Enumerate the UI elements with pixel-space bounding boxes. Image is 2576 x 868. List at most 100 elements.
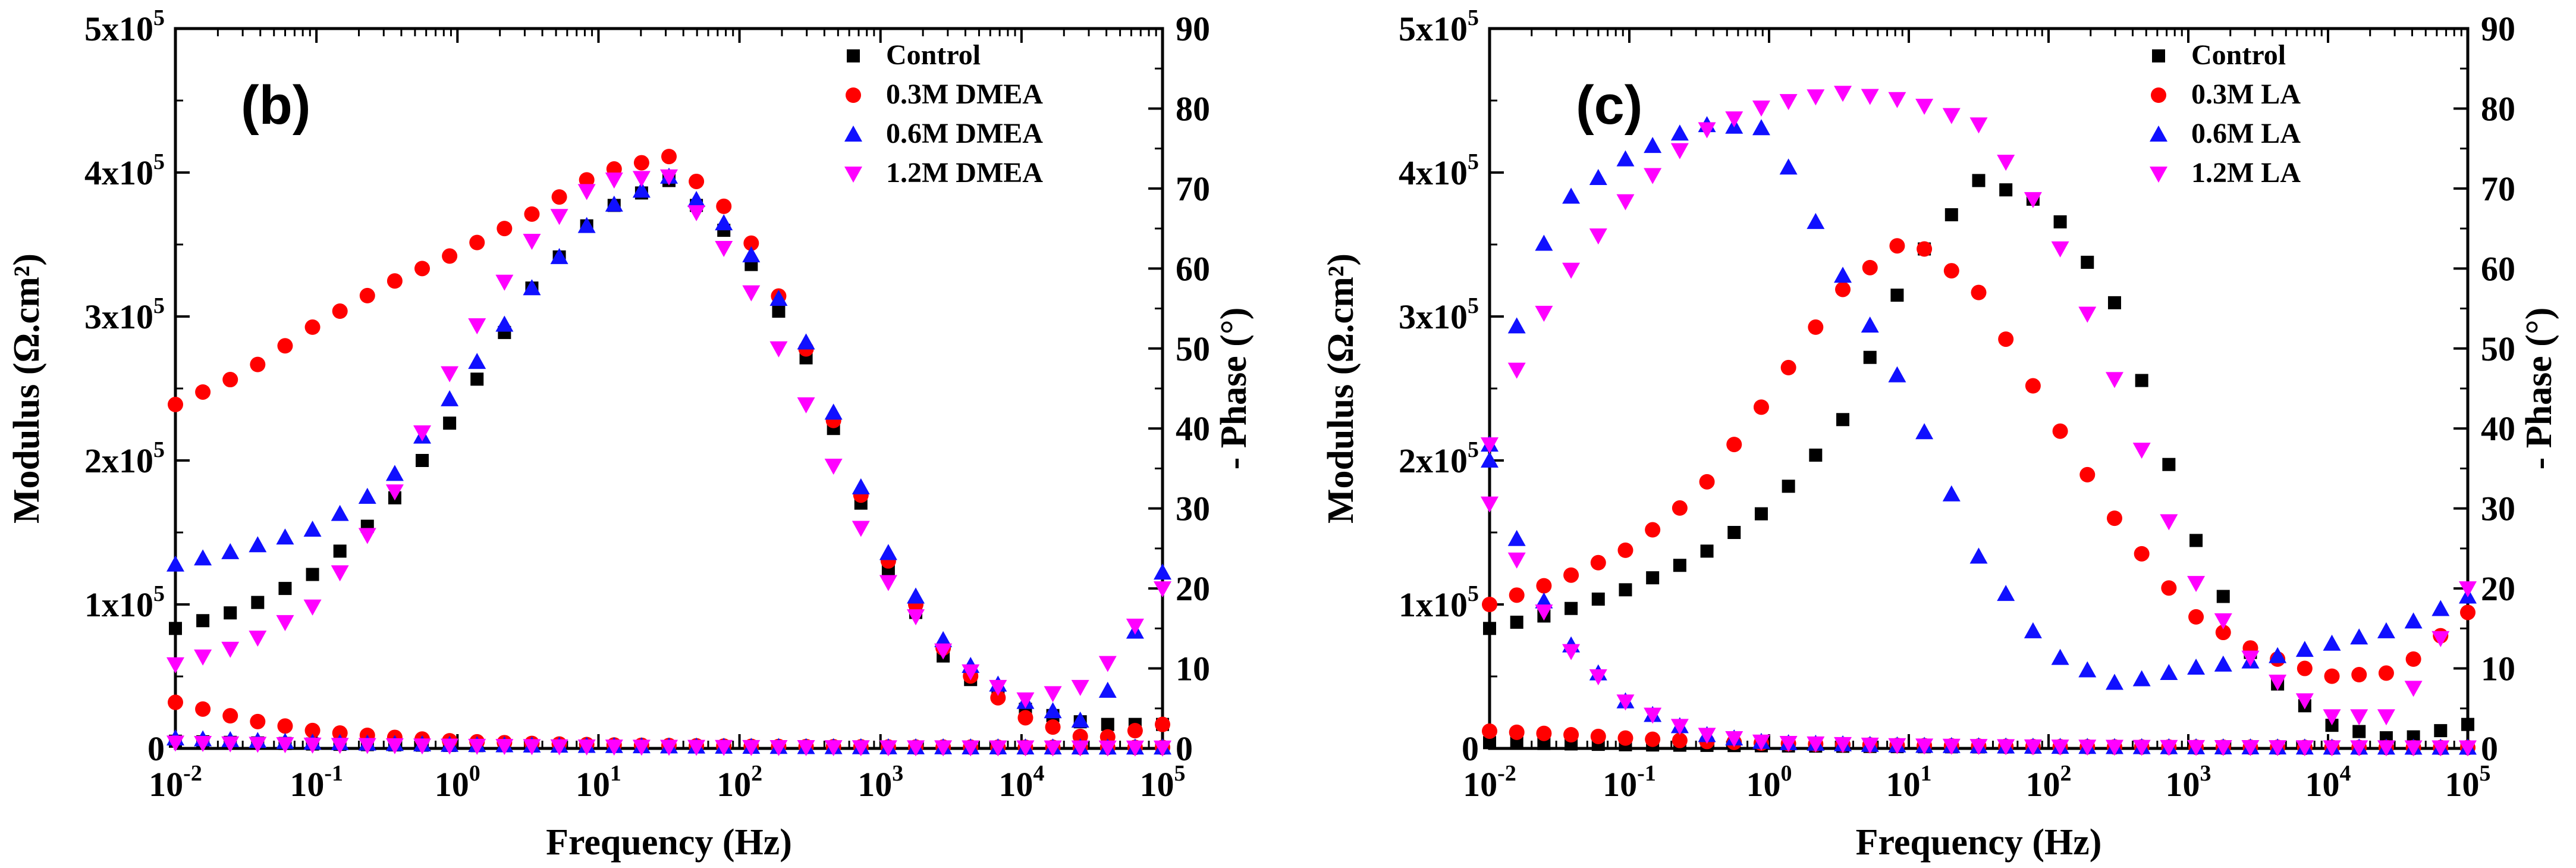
phase-point bbox=[2461, 717, 2474, 731]
modulus-point bbox=[660, 739, 678, 756]
y-right-tick-label: 60 bbox=[1176, 249, 1210, 288]
modulus-point bbox=[852, 740, 870, 757]
y-right-tick-label: 20 bbox=[1176, 569, 1210, 608]
phase-point bbox=[385, 465, 404, 481]
modulus-point bbox=[195, 701, 211, 717]
phase-point bbox=[1072, 728, 1088, 744]
phase-point bbox=[577, 217, 596, 233]
y-left-tick-label: 3x105 bbox=[84, 293, 165, 336]
phase-point bbox=[1863, 350, 1877, 364]
modulus-point bbox=[1126, 740, 1144, 757]
y-right-tick-label: 90 bbox=[2481, 10, 2515, 48]
phase-point bbox=[2405, 651, 2421, 667]
modulus-point bbox=[1016, 740, 1035, 757]
phase-point bbox=[2132, 670, 2151, 687]
phase-point bbox=[577, 184, 596, 200]
phase-point bbox=[1507, 362, 1526, 379]
phase-point bbox=[1726, 437, 1742, 453]
phase-point bbox=[1972, 174, 1986, 187]
phase-point bbox=[1646, 571, 1660, 585]
phase-point bbox=[742, 285, 761, 302]
phase-point bbox=[1044, 702, 1062, 719]
legend-label: 0.6M DMEA bbox=[886, 118, 1043, 149]
phase-point bbox=[224, 606, 237, 620]
modulus-point bbox=[222, 708, 238, 724]
modulus-point bbox=[1698, 728, 1716, 744]
phase-point bbox=[1753, 399, 1769, 415]
phase-point bbox=[524, 206, 540, 222]
phase-point bbox=[962, 664, 980, 681]
phase-point bbox=[2187, 576, 2206, 593]
phase-point bbox=[387, 273, 403, 289]
phase-point bbox=[221, 641, 240, 658]
x-tick-label: 10-1 bbox=[290, 761, 343, 804]
y-right-tick-label: 10 bbox=[1176, 650, 1210, 688]
series-0.3m-dmea bbox=[168, 149, 1170, 756]
phase-point bbox=[196, 614, 210, 628]
phase-point bbox=[1562, 187, 1581, 204]
phase-point bbox=[303, 521, 322, 537]
phase-point bbox=[715, 240, 733, 257]
phase-point bbox=[495, 315, 514, 332]
modulus-point bbox=[1507, 529, 1526, 546]
phase-point bbox=[1044, 686, 1062, 703]
phase-point bbox=[1915, 423, 1934, 440]
modulus-point bbox=[2160, 739, 2178, 756]
modulus-point bbox=[797, 740, 815, 757]
phase-point bbox=[989, 679, 1007, 696]
phase-point bbox=[1509, 587, 1525, 603]
modulus-point bbox=[1589, 669, 1607, 685]
modulus-point bbox=[1509, 724, 1525, 740]
modulus-point bbox=[249, 737, 267, 753]
modulus-point bbox=[989, 740, 1007, 757]
phase-point bbox=[195, 384, 211, 400]
plot-frame bbox=[1488, 27, 2470, 750]
y-right-tick-label: 70 bbox=[2481, 170, 2515, 208]
phase-point bbox=[469, 234, 485, 250]
phase-point bbox=[1670, 124, 1689, 141]
phase-point bbox=[2377, 709, 2395, 726]
modulus-point bbox=[1563, 727, 1579, 743]
y-right-tick-label: 90 bbox=[1176, 10, 1210, 48]
phase-point bbox=[1969, 547, 1988, 564]
phase-point bbox=[687, 205, 706, 221]
phase-point bbox=[1698, 122, 1716, 139]
phase-point bbox=[1101, 717, 1114, 731]
modulus-point bbox=[1645, 731, 1661, 747]
phase-point bbox=[2216, 590, 2230, 603]
x-tick-label: 104 bbox=[2305, 761, 2351, 804]
phase-point bbox=[1483, 622, 1496, 635]
phase-point bbox=[2214, 613, 2232, 629]
phase-point bbox=[852, 478, 870, 494]
phase-point bbox=[1155, 716, 1170, 732]
modulus-point bbox=[1807, 736, 1825, 753]
phase-point bbox=[934, 631, 953, 647]
x-tick-label: 103 bbox=[2166, 761, 2211, 804]
phase-point bbox=[907, 587, 925, 604]
phase-point bbox=[1807, 212, 1825, 229]
phase-point bbox=[769, 290, 788, 306]
phase-point bbox=[1510, 615, 1523, 629]
legend-marker bbox=[2150, 167, 2167, 183]
phase-point bbox=[742, 246, 761, 262]
phase-point bbox=[1016, 692, 1035, 709]
phase-point bbox=[1861, 89, 1879, 105]
phase-point bbox=[1700, 544, 1714, 558]
phase-point bbox=[2078, 306, 2097, 323]
x-axis-title: Frequency (Hz) bbox=[546, 822, 792, 863]
series-0.3m-la bbox=[1482, 238, 2476, 756]
phase-point bbox=[1589, 168, 1607, 185]
legend-label: 0.3M LA bbox=[2191, 79, 2301, 110]
phase-point bbox=[1644, 137, 1662, 153]
phase-point bbox=[1482, 597, 1497, 612]
phase-point bbox=[2162, 457, 2176, 471]
phase-point bbox=[331, 504, 349, 521]
modulus-point bbox=[194, 736, 212, 753]
phase-point bbox=[2160, 664, 2178, 681]
phase-point bbox=[1779, 94, 1798, 111]
phase-point bbox=[716, 198, 732, 214]
modulus-point bbox=[413, 738, 431, 755]
phase-point bbox=[168, 396, 183, 412]
modulus-point bbox=[824, 740, 843, 757]
phase-point bbox=[2051, 648, 2069, 665]
